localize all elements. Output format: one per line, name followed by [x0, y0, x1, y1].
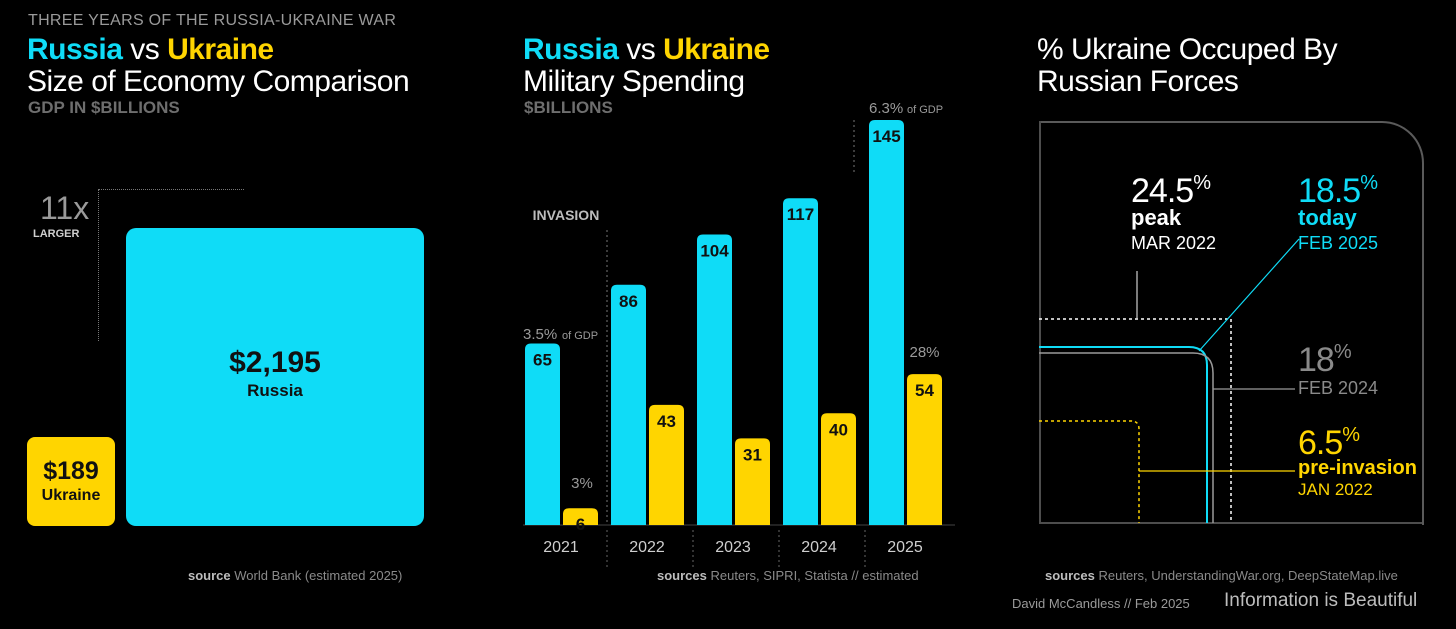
preinvasion-value: 6.5 — [1298, 424, 1343, 462]
preinvasion-date: JAN 2022 — [1298, 480, 1373, 499]
bar-value-ukraine-2023: 31 — [743, 445, 762, 464]
bar-russia-2023 — [697, 234, 732, 525]
economy-subtitle: GDP IN $BILLIONS — [28, 98, 180, 117]
map-frame — [1039, 121, 1424, 525]
occupation-title: % Ukraine Occuped By Russian Forces — [1037, 33, 1338, 98]
ukraine-gdp-value: $189 — [43, 457, 99, 485]
economy-source: source World Bank (estimated 2025) — [188, 568, 402, 583]
today-area-outline — [1039, 346, 1208, 523]
military-source: sources Reuters, SIPRI, Statista // esti… — [657, 568, 919, 583]
ukraine-gdp-label: Ukraine — [41, 487, 101, 504]
ukraine-2025-pct: 28% — [909, 344, 939, 361]
ukraine-gdp-box: $189 Ukraine — [27, 437, 115, 526]
occupation-title-line1: % Ukraine Occuped By — [1037, 33, 1338, 66]
economy-source-label: source — [188, 568, 231, 583]
brand-name: Information is Beautiful — [1224, 590, 1418, 611]
today-leader — [1198, 238, 1300, 352]
preinvasion-area-outline — [1039, 420, 1140, 523]
bar-value-russia-2025: 145 — [872, 127, 900, 146]
economy-source-text: World Bank (estimated 2025) — [230, 568, 403, 583]
bar-ukraine-2021 — [563, 508, 598, 525]
x-tick-2022: 2022 — [629, 539, 665, 556]
multiplier-label: LARGER — [33, 228, 80, 240]
today-label: today — [1298, 205, 1357, 230]
x-tick-2025: 2025 — [887, 539, 923, 556]
map-frame-bottom — [1039, 522, 1422, 524]
feb2024-date: FEB 2024 — [1298, 378, 1379, 398]
feb2024-area-outline — [1039, 352, 1214, 523]
bar-ukraine-2022 — [649, 404, 684, 525]
today-unit: % — [1360, 172, 1378, 194]
russia-gdp-label: Russia — [247, 381, 303, 400]
bar-ukraine-2024 — [821, 413, 856, 525]
title-ukraine: Ukraine — [167, 33, 274, 66]
bar-value-russia-2021: 65 — [533, 350, 552, 369]
bar-value-ukraine-2024: 40 — [829, 420, 848, 439]
supertitle: THREE YEARS OF THE RUSSIA-UKRAINE WAR — [28, 12, 397, 29]
bar-value-russia-2022: 86 — [619, 292, 638, 311]
occupation-source-text: Reuters, UnderstandingWar.org, DeepState… — [1094, 568, 1398, 583]
military-source-text: Reuters, SIPRI, Statista // estimated — [706, 568, 919, 583]
military-title: Russia vs Ukraine Military Spending — [523, 34, 770, 98]
preinvasion-unit: % — [1342, 424, 1360, 446]
multiplier-value: 11x — [40, 190, 90, 226]
peak-area-outline — [1039, 318, 1232, 523]
title-russia: Russia — [523, 33, 619, 66]
military-subtitle: $BILLIONS — [524, 98, 613, 117]
russia-gdp-box: $2,195 Russia — [126, 228, 424, 526]
multiplier-guide-left — [98, 189, 99, 341]
ukraine-2021-pct: 3% — [571, 475, 593, 492]
military-source-label: sources — [657, 568, 707, 583]
russia-2025-pct-note: of GDP — [907, 104, 943, 116]
map-frame-left — [1039, 121, 1041, 523]
feb2024-value: 18 — [1298, 341, 1335, 379]
bar-value-ukraine-2022: 43 — [657, 412, 676, 431]
peak-unit: % — [1193, 172, 1211, 194]
occupation-source-label: sources — [1045, 568, 1095, 583]
peak-label: peak — [1131, 205, 1182, 230]
military-spending-chart: 65 6 2021 86 43 2022 104 31 2023 117 40 2024 145 54 20… — [523, 100, 955, 567]
bar-russia-2022 — [611, 284, 646, 525]
title-vs: vs — [618, 33, 664, 66]
russia-2021-pct-note: of GDP — [562, 330, 598, 342]
bar-value-ukraine-2025: 54 — [915, 381, 934, 400]
occupation-map — [1039, 238, 1300, 523]
occupation-title-line2: Russian Forces — [1037, 65, 1239, 98]
bar-ukraine-2023 — [735, 438, 770, 525]
peak-annotation: 24.5% peak MAR 2022 — [1131, 172, 1216, 254]
author-credit: David McCandless // Feb 2025 — [1012, 596, 1190, 611]
russia-2021-pct: 3.5% — [523, 326, 557, 343]
today-value: 18.5 — [1298, 172, 1361, 210]
today-date: FEB 2025 — [1298, 233, 1379, 253]
x-tick-2021: 2021 — [543, 539, 579, 556]
economy-title-line2: Size of Economy Comparison — [27, 65, 410, 98]
peak-date: MAR 2022 — [1131, 233, 1217, 253]
invasion-label: INVASION — [533, 207, 600, 223]
bar-value-ukraine-2021: 6 — [576, 515, 585, 534]
bar-value-russia-2024: 117 — [787, 205, 814, 224]
x-tick-2024: 2024 — [801, 539, 837, 556]
feb2024-annotation: 18% FEB 2024 — [1298, 341, 1378, 399]
bar-russia-2024 — [783, 198, 818, 525]
preinvasion-annotation: 6.5% pre-invasion JAN 2022 — [1298, 424, 1417, 500]
bar-russia-2025 — [869, 120, 904, 525]
today-annotation: 18.5% today FEB 2025 — [1298, 172, 1378, 254]
military-title-line2: Military Spending — [523, 65, 745, 98]
title-vs: vs — [122, 33, 168, 66]
occupation-source: sources Reuters, UnderstandingWar.org, D… — [1045, 568, 1398, 583]
feb2024-unit: % — [1333, 341, 1352, 363]
bar-russia-2021 — [525, 343, 560, 525]
russia-2025-pct: 6.3% — [869, 100, 903, 117]
x-tick-2023: 2023 — [715, 539, 751, 556]
multiplier-guide-top — [98, 189, 244, 190]
peak-value: 24.5 — [1131, 172, 1194, 210]
russia-gdp-value: $2,195 — [229, 346, 321, 379]
preinvasion-label: pre-invasion — [1298, 457, 1417, 479]
bar-ukraine-2025 — [907, 374, 942, 525]
economy-title: Russia vs Ukraine Size of Economy Compar… — [27, 33, 410, 98]
title-russia: Russia — [27, 33, 123, 66]
title-ukraine: Ukraine — [663, 33, 770, 66]
bar-value-russia-2023: 104 — [700, 242, 729, 261]
